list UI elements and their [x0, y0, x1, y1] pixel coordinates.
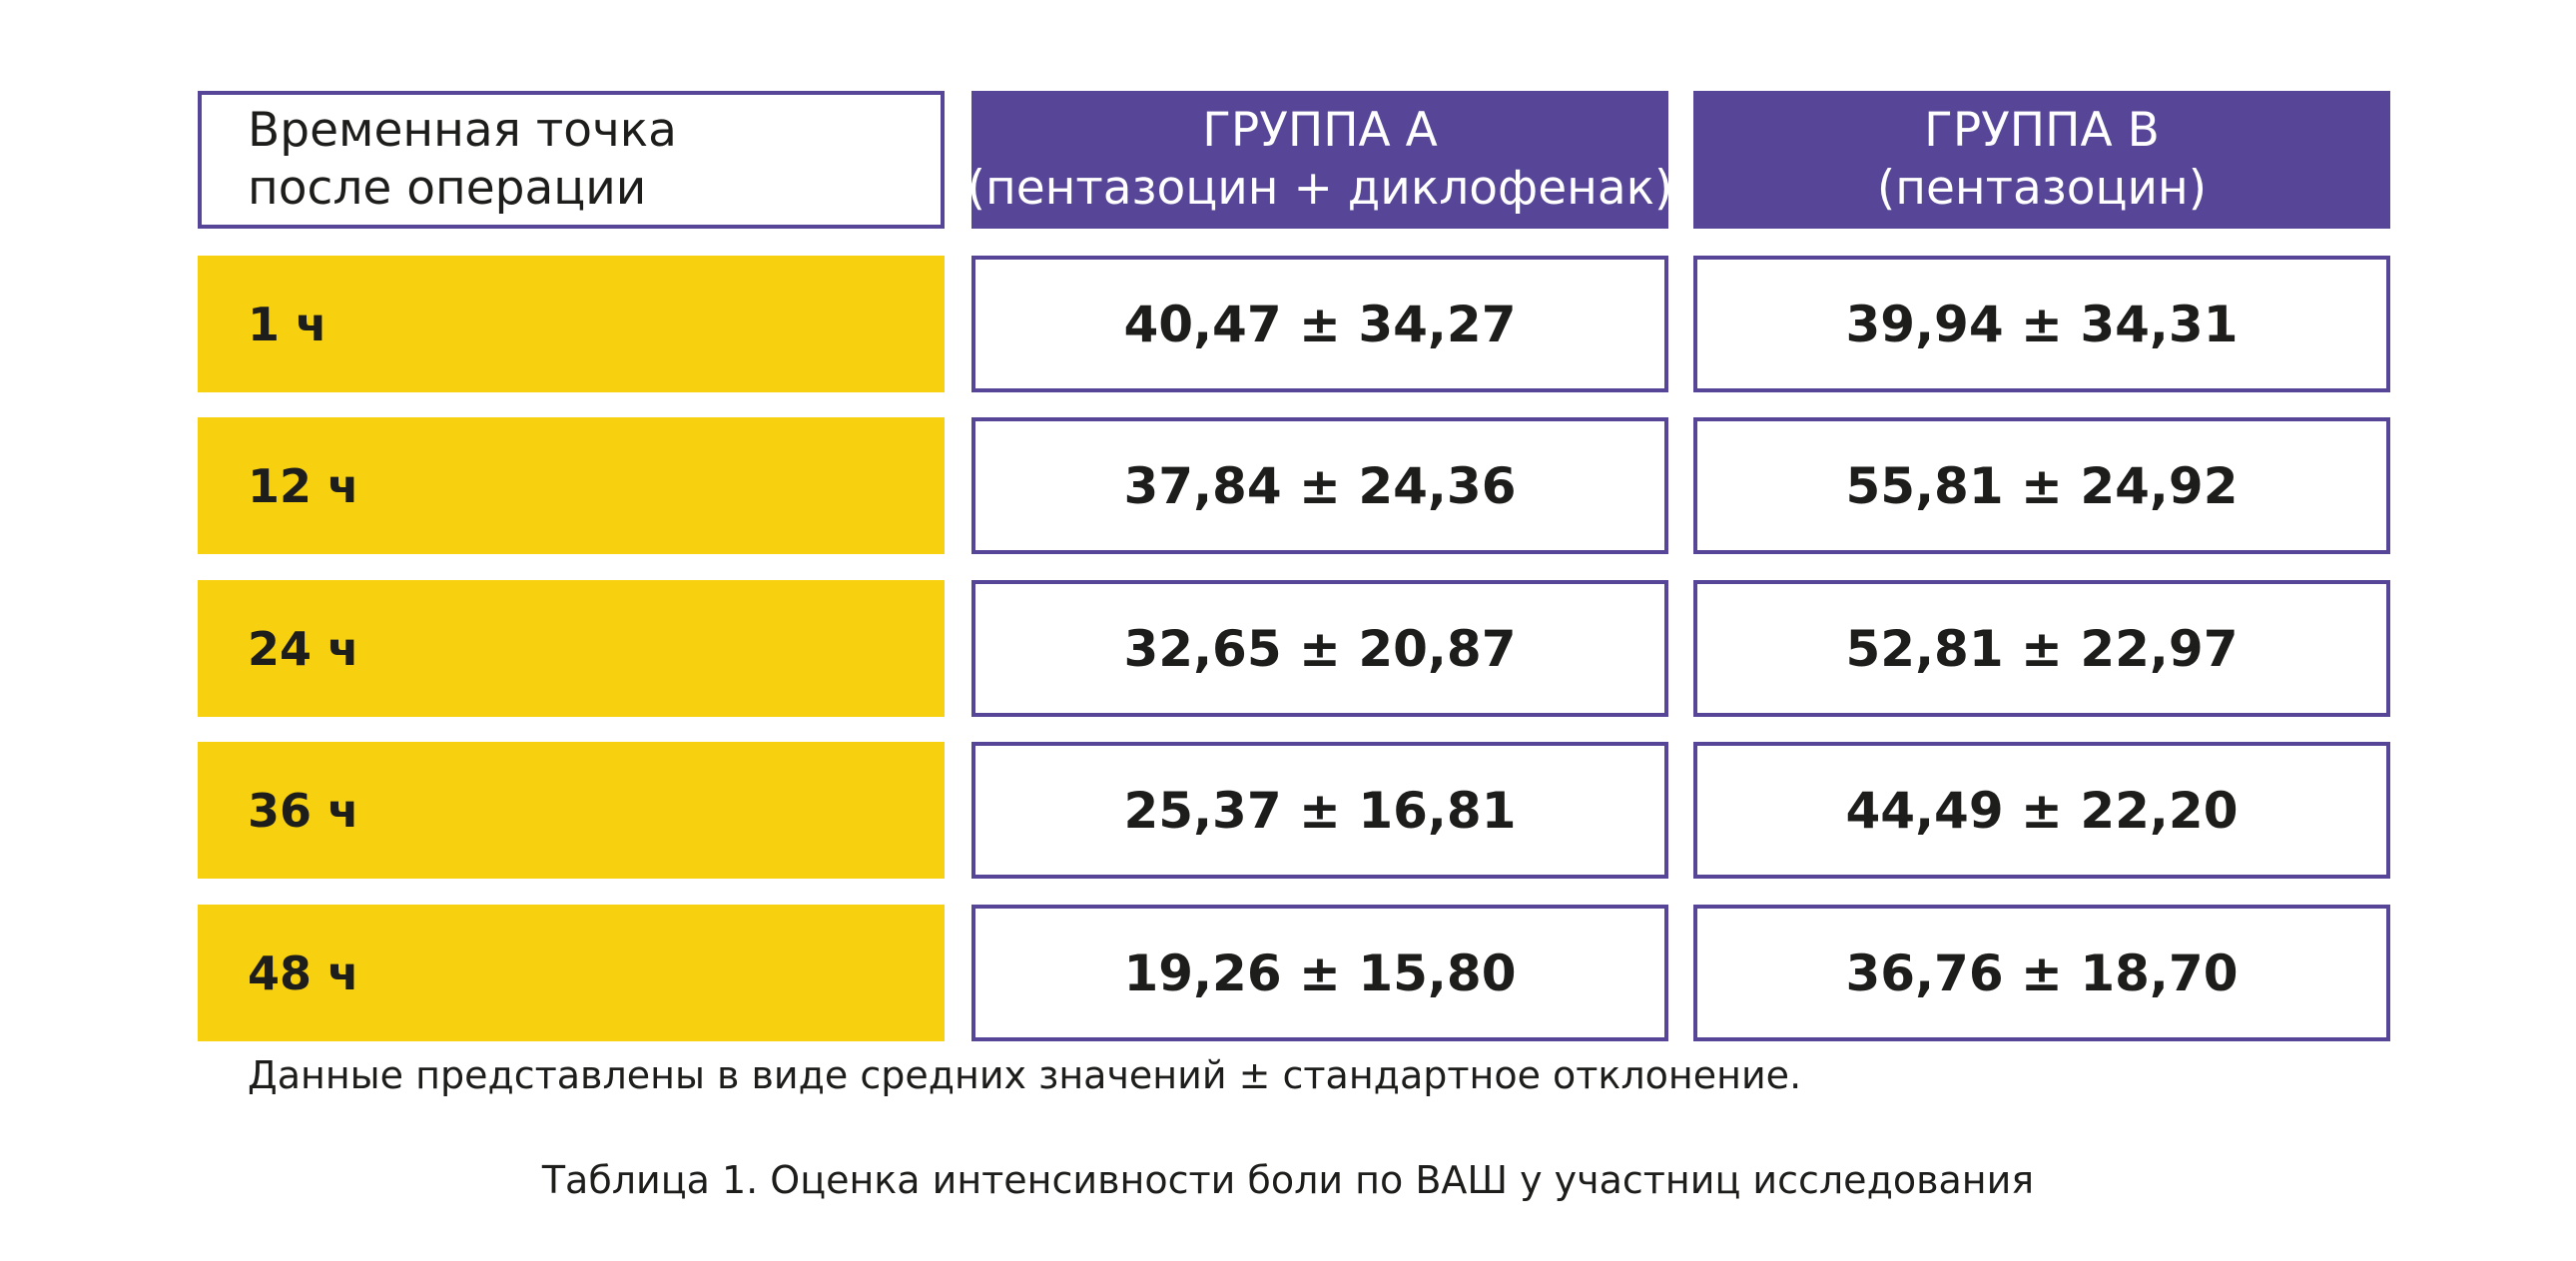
- header-group-b-title: ГРУППА В: [1924, 103, 2160, 158]
- group-b-value: 52,81 ± 22,97: [1693, 580, 2390, 717]
- group-b-value: 44,49 ± 22,20: [1693, 742, 2390, 879]
- group-b-value: 36,76 ± 18,70: [1693, 905, 2390, 1041]
- header-group-b-subtitle: (пентазоцин): [1876, 161, 2208, 216]
- group-a-value: 40,47 ± 34,27: [971, 256, 1668, 392]
- header-group-a: ГРУППА А (пентазоцин + диклофенак): [967, 91, 1672, 229]
- row-time-label: 12 ч: [198, 417, 945, 554]
- header-time-point-label: Временная точка после операции: [248, 103, 677, 216]
- row-time-label: 24 ч: [198, 580, 945, 717]
- row-time-label: 36 ч: [198, 742, 945, 879]
- row-time-label: 48 ч: [198, 905, 945, 1041]
- group-b-value: 55,81 ± 24,92: [1693, 417, 2390, 554]
- group-a-value: 19,26 ± 15,80: [971, 905, 1668, 1041]
- table-caption: Таблица 1. Оценка интенсивности боли по …: [541, 1158, 2035, 1202]
- group-a-value: 37,84 ± 24,36: [971, 417, 1668, 554]
- table-note: Данные представлены в виде средних значе…: [248, 1053, 1802, 1097]
- group-b-value: 39,94 ± 34,31: [1693, 256, 2390, 392]
- header-group-b: ГРУППА В (пентазоцин): [1693, 91, 2390, 229]
- group-a-value: 32,65 ± 20,87: [971, 580, 1668, 717]
- header-time-point: Временная точка после операции: [198, 91, 945, 229]
- row-time-label: 1 ч: [198, 256, 945, 392]
- header-group-a-title: ГРУППА А: [1202, 103, 1438, 158]
- header-group-a-subtitle: (пентазоцин + диклофенак): [966, 161, 1673, 216]
- group-a-value: 25,37 ± 16,81: [971, 742, 1668, 879]
